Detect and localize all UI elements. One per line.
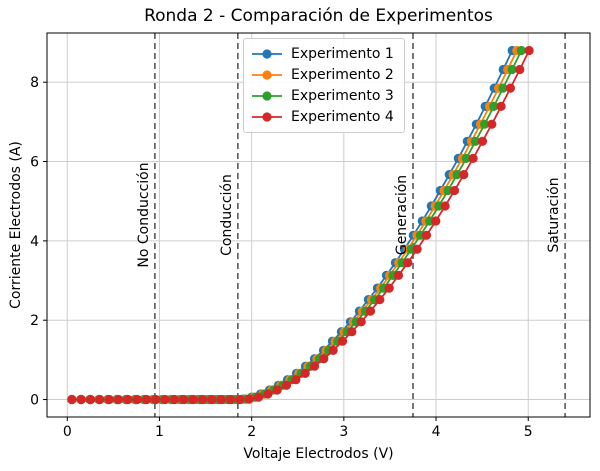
y-tick-label: 2	[30, 313, 39, 329]
vline-label-no-conduccion: No Conducción	[135, 162, 152, 268]
line-marker-icon	[252, 49, 282, 59]
x-tick-label: 5	[524, 424, 533, 440]
legend-item-experimento-1: Experimento 1	[251, 44, 394, 64]
vline-label-conduccion: Conducción	[218, 174, 235, 256]
chart-title: Ronda 2 - Comparación de Experimentos	[144, 6, 493, 26]
legend-label: Experimento 4	[291, 109, 394, 125]
x-tick-label: 3	[339, 424, 348, 440]
legend-item-experimento-3: Experimento 3	[251, 86, 394, 106]
tick-labels: 0 1 2 3 4 5 0 2 4 6 8	[30, 75, 533, 440]
legend-label: Experimento 1	[291, 46, 394, 62]
y-tick-label: 8	[30, 75, 39, 91]
legend-label: Experimento 3	[291, 88, 394, 104]
line-marker-icon	[252, 70, 282, 80]
y-axis-label: Corriente Electrodos (A)	[8, 141, 24, 309]
series-experimento-4	[67, 45, 534, 405]
x-tick-label: 0	[63, 424, 72, 440]
y-tick-label: 4	[30, 234, 39, 250]
threshold-lines	[154, 33, 566, 417]
axis-ticks	[43, 81, 529, 421]
vline-label-saturacion: Saturación	[546, 177, 563, 253]
legend-label: Experimento 2	[291, 67, 394, 83]
y-tick-label: 6	[30, 155, 39, 171]
vline-label-generacion: Generación	[393, 174, 410, 256]
legend: Experimento 1 Experimento 2 Experimento …	[243, 38, 405, 133]
legend-item-experimento-4: Experimento 4	[251, 107, 394, 127]
plot-border	[46, 32, 591, 418]
x-tick-label: 2	[247, 424, 256, 440]
x-axis-label: Voltaje Electrodos (V)	[243, 446, 394, 462]
legend-item-experimento-2: Experimento 2	[251, 65, 394, 85]
x-tick-label: 4	[432, 424, 441, 440]
line-marker-icon	[252, 112, 282, 122]
x-tick-label: 1	[155, 424, 164, 440]
line-marker-icon	[252, 91, 282, 101]
y-tick-label: 0	[30, 393, 39, 409]
